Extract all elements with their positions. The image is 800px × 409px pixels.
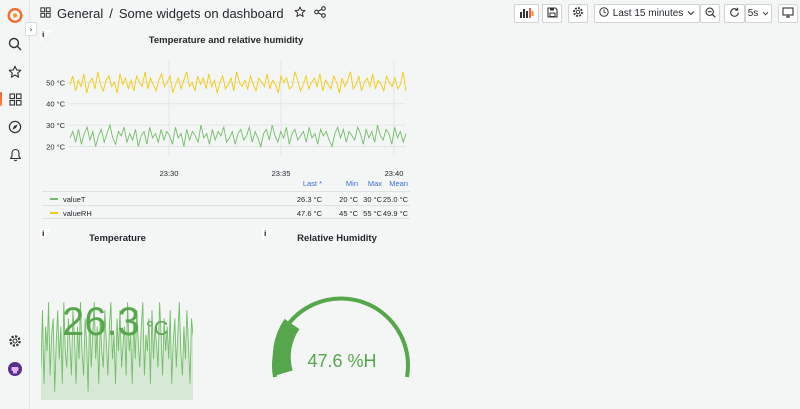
stat-unit: °C [145, 318, 169, 340]
stat-value-group: 26.3 °C [62, 300, 168, 345]
dashboard-settings-button[interactable] [568, 4, 588, 23]
legend-value-mean: 25.0 °C [382, 195, 408, 204]
gauge-value: 47.6 %H [307, 351, 377, 371]
time-range-label: Last 15 minutes [612, 8, 684, 19]
refresh-button[interactable] [724, 4, 745, 23]
sidebar-expand-button[interactable]: › [25, 22, 37, 36]
panel-info-corner[interactable] [40, 30, 52, 42]
active-indicator [0, 92, 2, 106]
dashboard-settings-icon [572, 6, 584, 21]
refresh-interval-label: 5s [747, 8, 759, 19]
legend-row[interactable]: valueT 26.3 °C 20 °C 30 °C 25.0 °C [42, 191, 410, 205]
grafana-logo-icon[interactable] [6, 6, 24, 24]
panel-title[interactable]: Temperature [89, 233, 146, 244]
breadcrumb-separator: / [109, 6, 113, 21]
stat-value: 26.3 [62, 300, 140, 344]
info-icon[interactable]: i [264, 230, 267, 238]
legend-value-mean: 49.9 °C [382, 209, 408, 218]
zoom-out-button[interactable] [700, 4, 720, 23]
stat-sparkline [41, 302, 193, 400]
dashboards-icon[interactable] [6, 90, 24, 108]
timeseries-legend: Last * Min Max Mean valueT 26.3 °C 20 °C… [42, 177, 410, 219]
panel-title[interactable]: Temperature and relative humidity [148, 35, 304, 46]
legend-row[interactable]: valueRH 47.6 °C 45 °C 55 °C 49.9 °C [42, 205, 410, 219]
tv-mode-icon [782, 6, 794, 21]
legend-color-swatch[interactable] [50, 212, 58, 214]
alerting-icon[interactable] [6, 146, 24, 164]
share-icon[interactable] [313, 6, 326, 21]
legend-value-last: 47.6 °C [296, 209, 322, 218]
legend-series-name[interactable]: valueRH [63, 209, 92, 218]
y-tick-label: 20 °C [46, 142, 65, 151]
breadcrumb: General / Some widgets on dashboard [40, 6, 326, 21]
y-tick-label: 30 °C [46, 121, 65, 130]
tv-mode-button[interactable] [778, 4, 798, 23]
dashboards-icon [40, 6, 51, 21]
legend-value-min: 20 °C [339, 195, 358, 204]
legend-header-mean[interactable]: Mean [389, 179, 408, 188]
legend-header-min[interactable]: Min [345, 179, 358, 188]
legend-value-min: 45 °C [339, 209, 358, 218]
refresh-interval-picker[interactable]: 5s [745, 4, 772, 23]
clock-icon [598, 7, 609, 20]
breadcrumb-folder[interactable]: General [57, 6, 104, 21]
zoom-out-icon [704, 6, 716, 21]
panel-title[interactable]: Relative Humidity [297, 233, 377, 244]
legend-header: Last * Min Max Mean [42, 177, 410, 191]
time-range-picker[interactable]: Last 15 minutes [594, 4, 700, 23]
y-tick-label: 40 °C [46, 100, 65, 109]
info-icon[interactable]: i [42, 230, 45, 238]
avatar[interactable] [6, 360, 24, 378]
y-tick-label: 50 °C [46, 78, 65, 87]
settings-icon[interactable] [6, 332, 24, 350]
explore-icon[interactable] [6, 118, 24, 136]
add-panel-icon [519, 7, 534, 21]
top-bar: General / Some widgets on dashboard Last… [30, 0, 800, 28]
search-icon[interactable] [6, 35, 24, 53]
gauge-chart [272, 296, 410, 378]
panel-info-corner[interactable] [40, 229, 52, 241]
legend-value-max: 55 °C [363, 209, 382, 218]
legend-header-last[interactable]: Last * [302, 179, 322, 188]
save-button[interactable] [542, 4, 562, 23]
series-line-valueT[interactable] [69, 123, 407, 149]
star-icon[interactable] [294, 6, 306, 21]
legend-header-max[interactable]: Max [367, 179, 382, 188]
info-icon[interactable]: i [42, 31, 45, 39]
series-line-valueRH[interactable] [69, 71, 407, 94]
star-icon[interactable] [6, 63, 24, 81]
sidebar [0, 0, 30, 409]
legend-value-last: 26.3 °C [296, 195, 322, 204]
refresh-icon [729, 7, 740, 21]
sparkline-line [41, 302, 193, 392]
legend-color-swatch[interactable] [50, 198, 58, 200]
chevron-down-icon [687, 8, 695, 19]
chevron-down-icon [762, 8, 769, 19]
legend-series-name[interactable]: valueT [63, 195, 86, 204]
x-tick-label: 23:40 [385, 169, 404, 178]
legend-value-max: 30 °C [363, 195, 382, 204]
gauge-value-arc [272, 318, 300, 376]
panel-info-corner[interactable] [262, 229, 274, 241]
timeseries-chart[interactable]: 20 °C 30 °C 40 °C 50 °C 23:30 23:35 23:40 [40, 55, 412, 180]
dashboard-title[interactable]: Some widgets on dashboard [118, 6, 284, 21]
x-tick-label: 23:30 [160, 169, 179, 178]
x-tick-label: 23:35 [272, 169, 291, 178]
add-panel-button[interactable] [514, 4, 539, 23]
save-icon [546, 6, 558, 21]
